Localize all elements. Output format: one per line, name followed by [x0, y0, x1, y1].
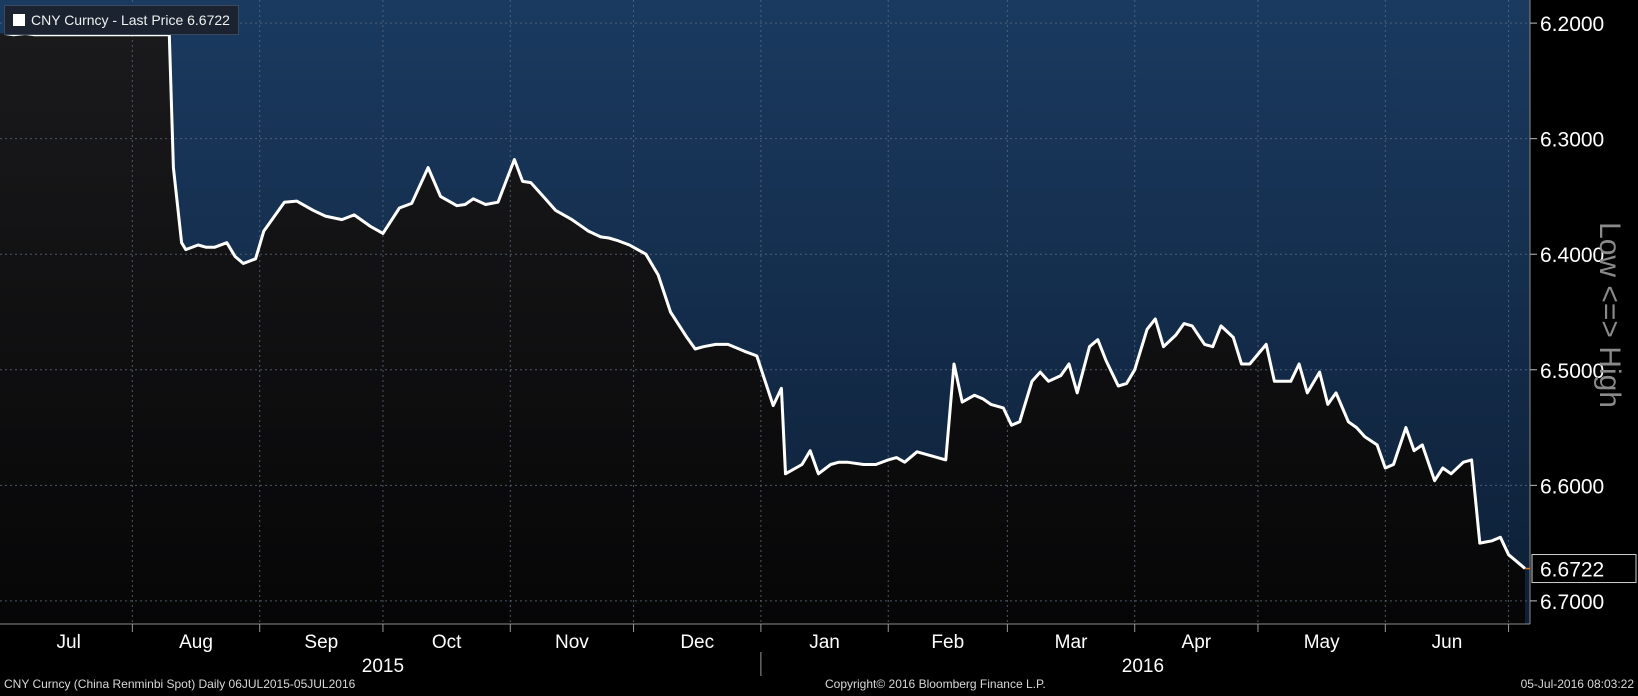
legend-swatch — [13, 14, 25, 26]
x-month-label: Nov — [555, 632, 589, 653]
last-price-label: 6.6722 — [1540, 559, 1604, 582]
y-tick-label: 6.5000 — [1540, 360, 1604, 383]
side-label: Low <=> High — [1593, 222, 1626, 408]
y-tick-label: 6.3000 — [1540, 129, 1604, 152]
y-tick-label: 6.6000 — [1540, 475, 1604, 498]
x-month-label: Jun — [1432, 632, 1463, 653]
footer-security-info: CNY Curncy (China Renminbi Spot) Daily 0… — [4, 677, 356, 691]
x-month-label: Mar — [1055, 632, 1088, 653]
legend-label: CNY Curncy - Last Price 6.6722 — [31, 12, 230, 28]
x-month-label: Oct — [432, 632, 462, 653]
x-month-label: Feb — [931, 632, 964, 653]
price-line — [4, 32, 1526, 570]
x-month-label: Jan — [809, 632, 840, 653]
x-month-label: Sep — [304, 632, 338, 653]
area-below-line — [0, 33, 1525, 624]
x-month-label: Apr — [1182, 632, 1212, 653]
x-month-label: Dec — [680, 632, 714, 653]
y-tick-label: 6.2000 — [1540, 13, 1604, 36]
x-year-label: 2016 — [1122, 656, 1164, 677]
x-year-label: 2015 — [362, 656, 404, 677]
x-month-label: May — [1304, 632, 1340, 653]
x-month-label: Aug — [179, 632, 213, 653]
last-price-box — [1531, 554, 1637, 584]
x-month-label: Jul — [57, 632, 81, 653]
legend: CNY Curncy - Last Price 6.6722 — [4, 5, 239, 35]
y-tick-label: 6.4000 — [1540, 244, 1604, 267]
y-tick-label: 6.7000 — [1540, 591, 1604, 614]
footer-timestamp: 05-Jul-2016 08:03:22 — [1520, 677, 1634, 691]
footer-copyright: Copyright© 2016 Bloomberg Finance L.P. — [825, 677, 1046, 691]
